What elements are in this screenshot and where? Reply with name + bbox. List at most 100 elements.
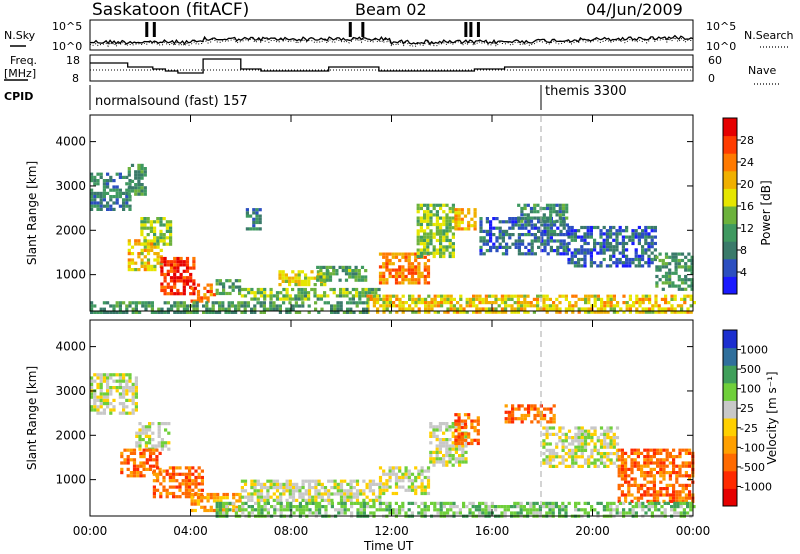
echo-cell-19: [657, 304, 661, 308]
echo-cell-12: [631, 505, 635, 509]
echo-cell-19: [449, 297, 453, 301]
echo-cell-12: [455, 511, 459, 515]
echo-cell-11: [303, 291, 307, 295]
echo-cell-12: [468, 508, 472, 512]
echo-cell-5: [291, 482, 296, 486]
echo-cell-12: [398, 505, 402, 509]
echo-cell-1: [157, 428, 161, 432]
echo-cell-19: [385, 307, 389, 311]
echo-cell-16: [549, 213, 553, 217]
echo-cell-20: [138, 310, 142, 314]
echo-cell-19: [564, 307, 568, 311]
echo-cell-6: [222, 285, 226, 289]
echo-cell-19: [513, 310, 517, 314]
echo-cell-2: [165, 229, 169, 233]
echo-cell-19: [504, 301, 508, 305]
echo-cell-13: [445, 232, 449, 236]
echo-cell-19: [692, 301, 696, 305]
echo-cell-12: [577, 508, 581, 512]
echo-cell-19: [606, 310, 610, 314]
echo-cell-4: [173, 282, 177, 286]
echo-cell-13: [435, 219, 439, 223]
echo-cell-19: [612, 310, 616, 314]
echo-cell-19: [446, 297, 450, 301]
echo-cell-7: [438, 447, 442, 451]
echo-cell-12: [270, 505, 274, 509]
echo-cell-5: [256, 498, 260, 502]
echo-cell-7: [464, 457, 468, 461]
echo-cell-0: [99, 376, 103, 380]
echo-cell-10: [615, 426, 620, 430]
cpid-panel: CPID normalsound (fast) 157 themis 3300: [4, 84, 627, 110]
echo-cell-12: [298, 508, 302, 512]
echo-cell-7: [464, 460, 468, 464]
echo-cell-2: [126, 455, 130, 459]
echo-cell-11: [688, 490, 692, 494]
echo-cell-0: [102, 398, 106, 402]
echo-cell-5: [352, 495, 356, 499]
echo-cell-3: [194, 475, 198, 480]
echo-cell-18: [690, 287, 694, 291]
echo-cell-0: [115, 198, 119, 202]
echo-cell-17: [609, 257, 613, 262]
echo-cell-6: [228, 285, 232, 289]
echo-cell-11: [633, 477, 637, 481]
echo-cell-19: [440, 304, 444, 308]
echo-cell-10: [596, 439, 600, 443]
echo-cell-16: [517, 219, 521, 223]
echo-cell-10: [322, 275, 326, 279]
echo-cell-12: [657, 501, 661, 505]
echo-cell-3: [143, 264, 147, 268]
echo-cell-1: [140, 163, 144, 167]
echo-cell-7: [445, 441, 449, 445]
echo-cell-12: [404, 252, 408, 256]
echo-cell-0: [128, 379, 132, 383]
echo-cell-12: [273, 511, 277, 515]
echo-cell-12: [228, 508, 232, 512]
echo-cell-12: [503, 511, 507, 515]
echo-cell-9: [316, 270, 320, 274]
echo-cell-15: [517, 249, 521, 253]
echo-cell-3: [172, 495, 176, 499]
echo-cell-11: [675, 493, 679, 497]
echo-cell-19: [452, 310, 456, 314]
echo-cell-12: [574, 501, 578, 505]
echo-cell-7: [464, 441, 468, 445]
echo-cell-18: [680, 265, 685, 269]
echo-cell-17: [596, 225, 600, 230]
echo-cell-4: [235, 499, 239, 503]
echo-cell-19: [644, 307, 648, 311]
echo-cell-14: [460, 217, 464, 221]
echo-cell-20: [294, 310, 298, 314]
echo-cell-6: [404, 466, 408, 470]
echo-cell-1: [140, 189, 144, 193]
echo-cell-11: [640, 493, 644, 497]
echo-cell-0: [96, 172, 100, 176]
echo-cell-2: [152, 458, 156, 462]
echo-cell-19: [545, 307, 549, 311]
colorbar-swatch: [723, 400, 737, 419]
echo-cell-20: [342, 310, 346, 314]
echo-cell-6: [420, 485, 424, 489]
echo-cell-12: [426, 258, 431, 263]
echo-cell-12: [548, 501, 552, 505]
echo-cell-0: [109, 179, 113, 183]
echo-cell-19: [500, 301, 504, 305]
echo-cell-3: [137, 239, 141, 243]
echo-cell-0: [93, 405, 97, 409]
echo-cell-13: [442, 235, 446, 239]
echo-cell-12: [458, 511, 462, 515]
echo-cell-12: [305, 505, 309, 509]
echo-cell-17: [650, 238, 654, 242]
echo-cell-11: [627, 467, 631, 471]
echo-cell-19: [523, 310, 527, 314]
echo-cell-17: [631, 232, 635, 236]
echo-cell-3: [168, 485, 172, 489]
echo-cell-5: [250, 482, 254, 486]
echo-cell-8: [463, 438, 468, 442]
echo-cell-17: [605, 232, 609, 236]
echo-cell-12: [378, 501, 382, 505]
echo-cell-13: [439, 229, 443, 233]
echo-cell-16: [549, 219, 553, 223]
echo-cell-17: [589, 264, 593, 268]
